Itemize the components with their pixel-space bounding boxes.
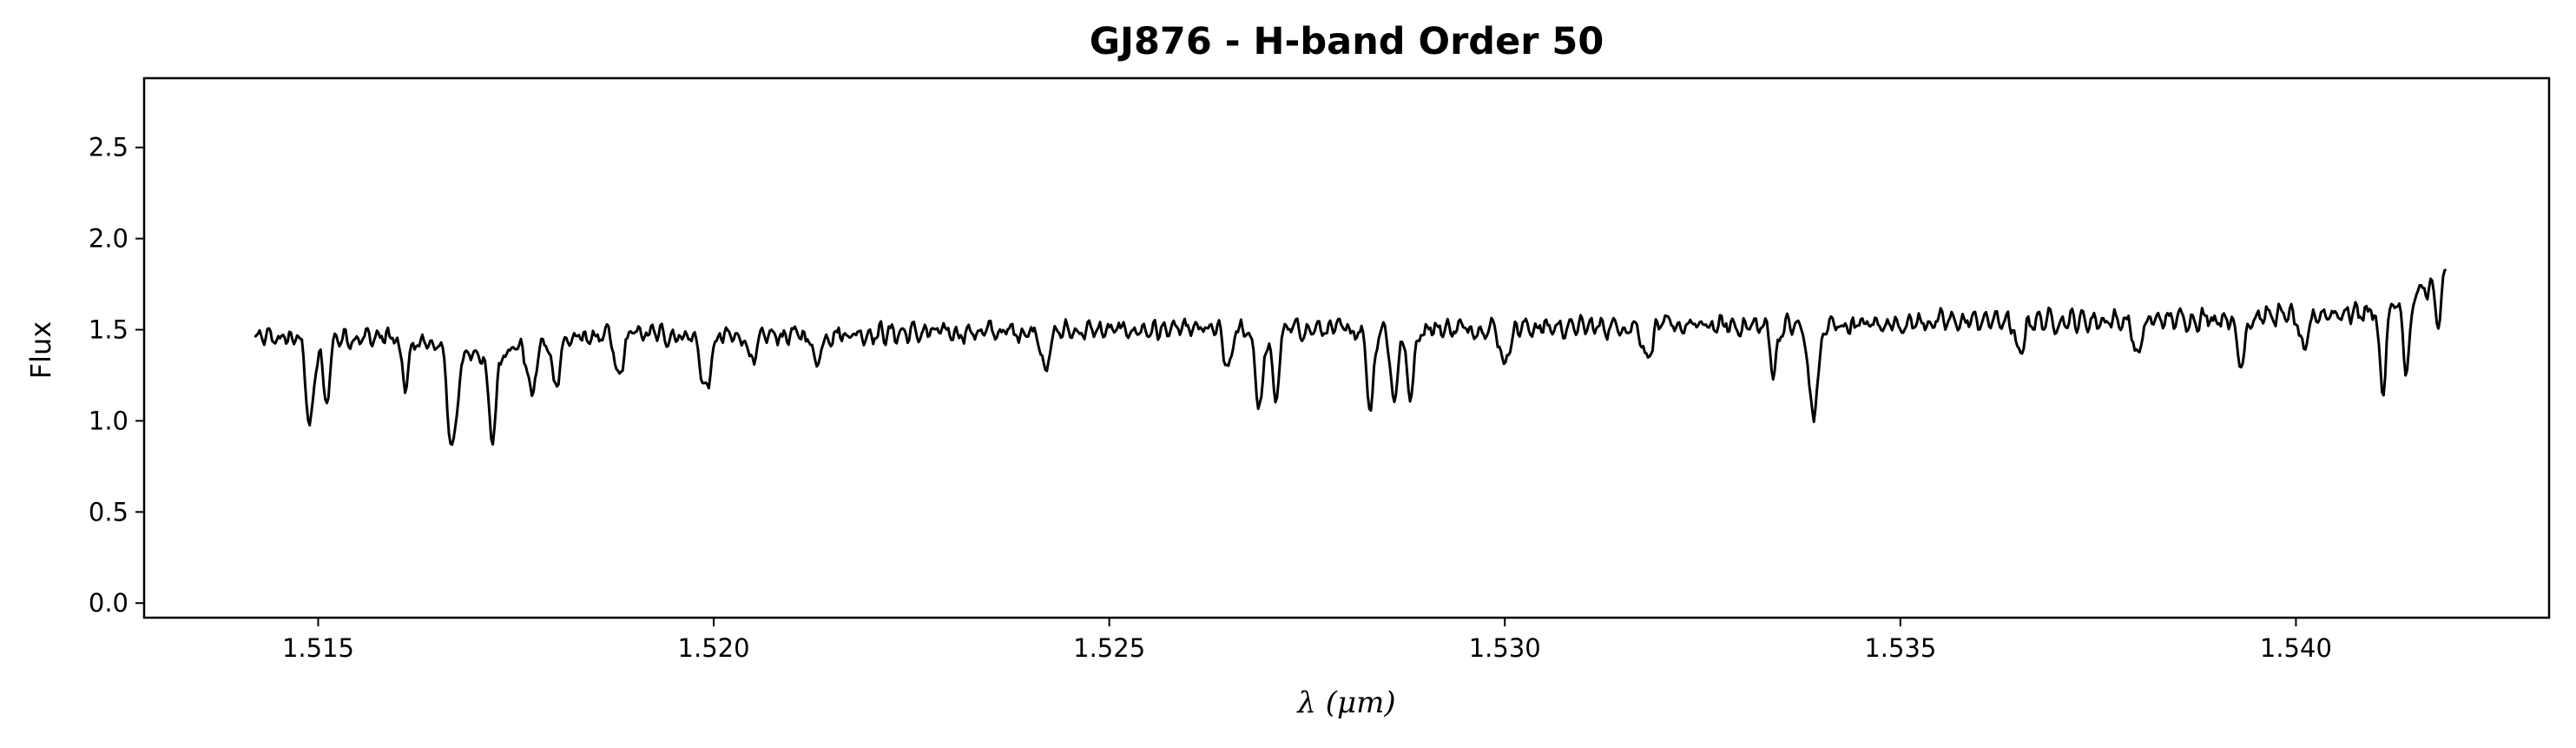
x-tick-label: 1.525	[1073, 633, 1145, 663]
y-tick-label: 0.5	[89, 497, 128, 526]
x-tick-label: 1.535	[1864, 633, 1936, 663]
flux-series-line	[254, 268, 2448, 447]
x-tick-label: 1.530	[1469, 633, 1541, 663]
y-tick-label: 1.5	[89, 315, 128, 345]
y-tick-label: 1.0	[89, 406, 128, 435]
plot-frame	[142, 76, 2551, 619]
x-tick-label: 1.520	[678, 633, 750, 663]
x-tick-label: 1.515	[282, 633, 354, 663]
chart-title: GJ876 - H-band Order 50	[1090, 20, 1604, 63]
y-tick-label: 2.0	[89, 224, 128, 254]
y-axis-label: Flux	[24, 321, 57, 380]
y-axis: 0.0 0.5 1.0 1.5 2.0 2.5	[89, 133, 144, 618]
x-tick-label: 1.540	[2260, 633, 2332, 663]
x-axis-label: λ (μm)	[1295, 685, 1395, 720]
x-axis: 1.515 1.520 1.525 1.530 1.535 1.540	[282, 618, 2332, 663]
y-tick-label: 2.5	[89, 133, 128, 162]
y-tick-label: 0.0	[89, 588, 128, 618]
